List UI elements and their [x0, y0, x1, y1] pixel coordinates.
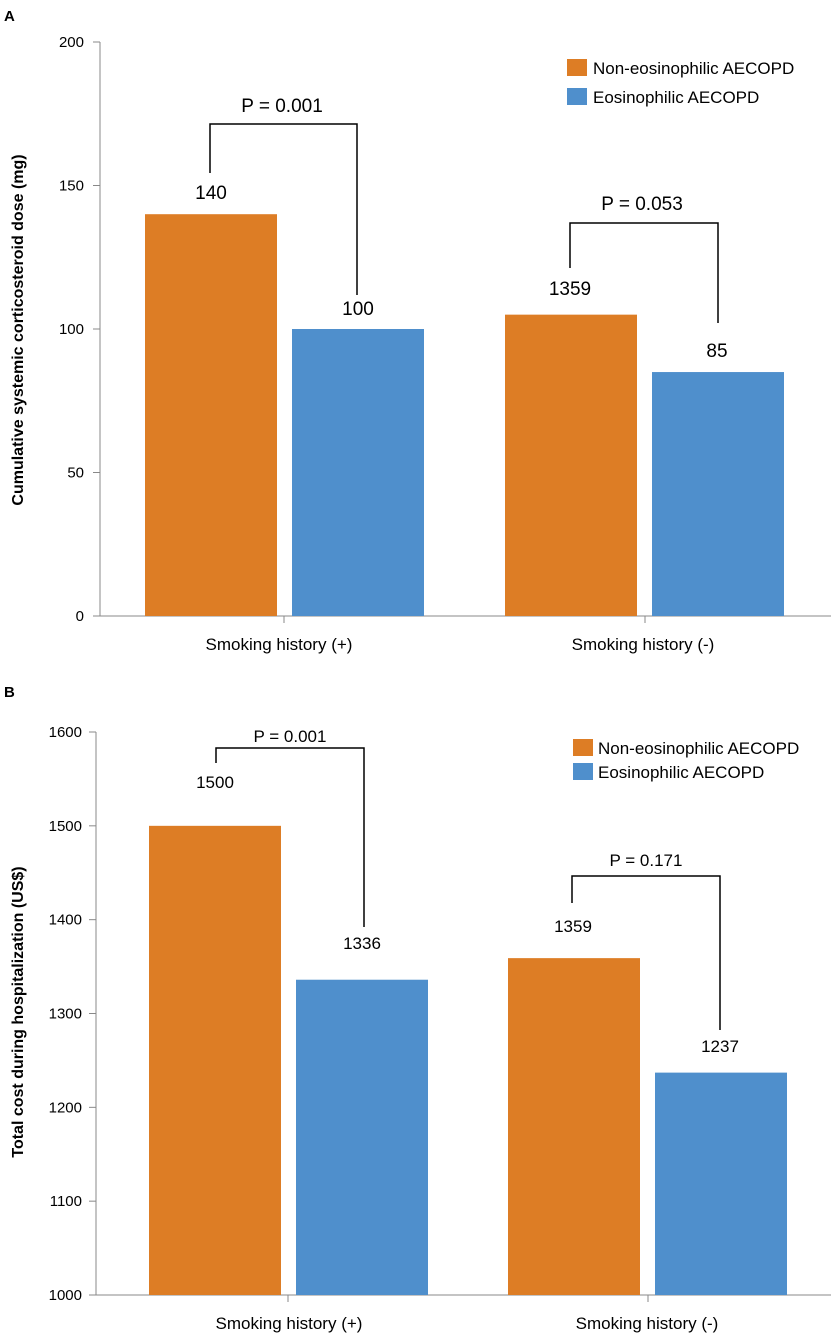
panel-a-p-value-1: P = 0.001 [241, 96, 323, 117]
panel-b-data-label: 1336 [343, 934, 381, 953]
y-tick-label: 50 [67, 465, 84, 482]
panel-a-letter: A [4, 8, 15, 25]
panel-b-data-label: 1237 [701, 1037, 739, 1056]
panel-a-legend-swatch-eosinophilic [567, 88, 587, 105]
panel-a-data-label: 100 [342, 299, 374, 320]
panel-b-legend-label: Non-eosinophilic AECOPD [598, 739, 799, 758]
panel-b-legend-swatch-non-eosinophilic [573, 739, 593, 756]
panel-a-bar-smoking-neg-non-eosinophilic [505, 314, 637, 616]
panel-a-p-value-2: P = 0.053 [601, 194, 683, 215]
panel-a-data-label: 1359 [549, 279, 591, 300]
panel-a-legend-label: Non-eosinophilic AECOPD [593, 59, 794, 78]
panel-b-bar-smoking-pos-non-eosinophilic [149, 825, 281, 1295]
panel-b-y-axis-label: Total cost during hospitalization (US$) [10, 866, 27, 1157]
panel-a-legend-swatch-non-eosinophilic [567, 59, 587, 76]
panel-b-significance-bracket-1 [215, 747, 365, 927]
panel-b-bar-smoking-neg-non-eosinophilic [508, 958, 640, 1295]
y-tick-label: 200 [59, 34, 84, 51]
y-tick-label: 150 [59, 178, 84, 195]
panel-b-legend-label: Eosinophilic AECOPD [598, 763, 764, 782]
panel-b-category-label: Smoking history (-) [576, 1314, 719, 1333]
y-tick-label: 1600 [49, 724, 82, 741]
panel-a-bar-smoking-pos-non-eosinophilic [145, 214, 277, 616]
panel-a: A Cumulative systemic corticosteroid dos… [4, 8, 831, 654]
panel-b-data-label: 1500 [196, 773, 234, 792]
panel-b-bar-smoking-pos-eosinophilic [296, 979, 428, 1295]
panel-b-significance-bracket-2 [571, 875, 721, 1030]
panel-a-category-label: Smoking history (+) [206, 635, 353, 654]
panel-a-legend-label: Eosinophilic AECOPD [593, 88, 759, 107]
panel-a-significance-bracket-1 [209, 123, 358, 295]
panel-b-data-label: 1359 [554, 917, 592, 936]
panel-a-data-label: 140 [195, 183, 227, 204]
panel-b-letter: B [4, 684, 15, 701]
y-tick-label: 1100 [50, 1193, 82, 1210]
y-tick-label: 1200 [49, 1099, 82, 1116]
panel-a-x-ticks [283, 616, 646, 623]
panel-b-y-ticks: 1000 1100 1200 1300 1400 1500 1600 [49, 724, 96, 1304]
y-tick-label: 1000 [49, 1287, 82, 1304]
y-tick-label: 1400 [49, 912, 82, 929]
panel-b-bar-smoking-neg-eosinophilic [655, 1072, 787, 1295]
panel-b-x-ticks [287, 1295, 649, 1302]
panel-b-p-value-1: P = 0.001 [254, 727, 327, 746]
y-tick-label: 1300 [49, 1006, 82, 1023]
panel-a-y-ticks: 0 50 100 150 200 [59, 34, 100, 625]
panel-b-category-label: Smoking history (+) [216, 1314, 363, 1333]
panel-b-p-value-2: P = 0.171 [610, 851, 683, 870]
y-tick-label: 100 [59, 321, 84, 338]
panel-a-significance-bracket-2 [569, 222, 719, 323]
panel-b-legend-swatch-eosinophilic [573, 763, 593, 780]
panel-a-data-label: 85 [706, 341, 727, 362]
panel-a-bar-smoking-neg-eosinophilic [652, 372, 784, 616]
panel-a-bar-smoking-pos-eosinophilic [292, 329, 424, 616]
panel-b: B Total cost during hospitalization (US$… [4, 684, 831, 1333]
y-tick-label: 1500 [49, 818, 82, 835]
panel-a-category-label: Smoking history (-) [572, 635, 715, 654]
y-tick-label: 0 [76, 608, 84, 625]
panel-a-y-axis-label: Cumulative systemic corticosteroid dose … [10, 154, 27, 505]
